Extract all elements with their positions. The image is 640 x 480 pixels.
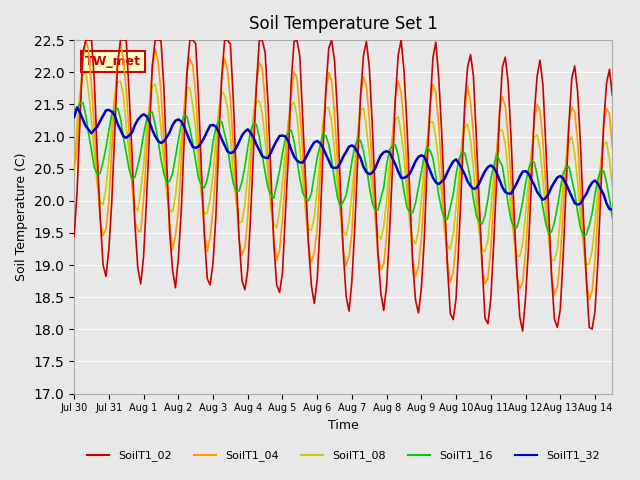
X-axis label: Time: Time (328, 419, 358, 432)
Title: Soil Temperature Set 1: Soil Temperature Set 1 (249, 15, 438, 33)
Legend: SoilT1_02, SoilT1_04, SoilT1_08, SoilT1_16, SoilT1_32: SoilT1_02, SoilT1_04, SoilT1_08, SoilT1_… (83, 446, 604, 466)
Y-axis label: Soil Temperature (C): Soil Temperature (C) (15, 153, 28, 281)
Text: TW_met: TW_met (85, 55, 141, 68)
